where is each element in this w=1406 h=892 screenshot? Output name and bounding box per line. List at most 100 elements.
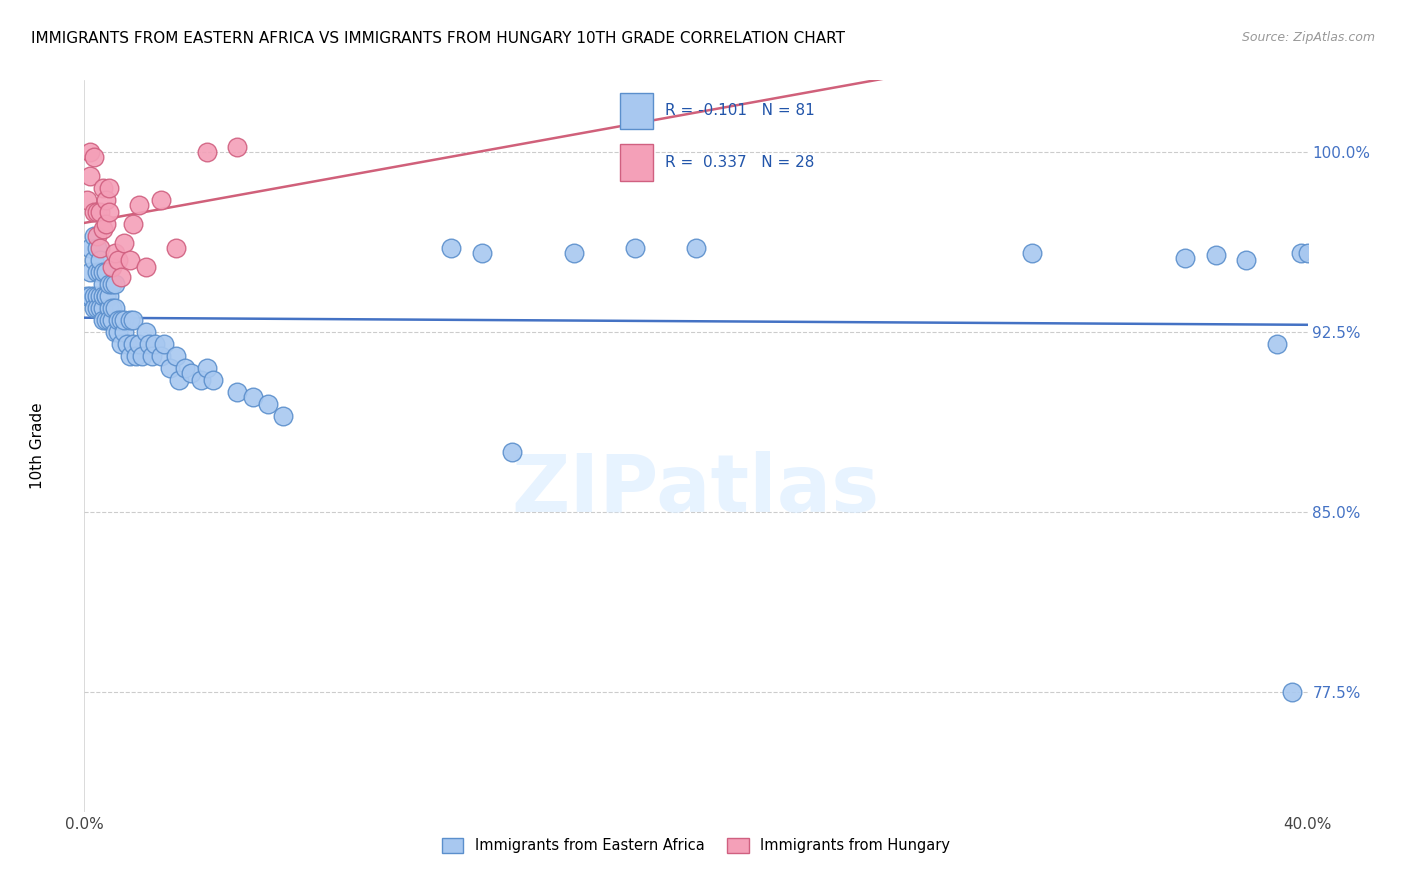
Point xyxy=(112,325,135,339)
Point xyxy=(86,229,108,244)
Point xyxy=(110,337,132,351)
Text: 10th Grade: 10th Grade xyxy=(31,402,45,490)
Point xyxy=(135,325,157,339)
Point xyxy=(122,337,145,351)
Point xyxy=(165,349,187,363)
Point xyxy=(1021,246,1043,260)
Point xyxy=(115,337,138,351)
Point xyxy=(89,241,111,255)
Point xyxy=(1265,337,1288,351)
Point xyxy=(685,241,707,255)
Point xyxy=(83,301,105,315)
Point xyxy=(1236,253,1258,268)
Point xyxy=(91,301,114,315)
Point xyxy=(91,313,114,327)
Text: R =  0.337   N = 28: R = 0.337 N = 28 xyxy=(665,155,814,170)
Point xyxy=(120,349,142,363)
Point xyxy=(149,349,172,363)
Point xyxy=(91,181,114,195)
Point xyxy=(91,265,114,279)
Text: ZIPatlas: ZIPatlas xyxy=(512,450,880,529)
Point xyxy=(110,313,132,327)
Point xyxy=(86,205,108,219)
Point xyxy=(195,361,218,376)
Point xyxy=(190,373,212,387)
Point xyxy=(83,150,105,164)
Point xyxy=(97,181,120,195)
Point xyxy=(89,289,111,303)
Point xyxy=(86,301,108,315)
Point xyxy=(107,313,129,327)
Point xyxy=(110,269,132,284)
Point xyxy=(91,222,114,236)
Point xyxy=(120,253,142,268)
Text: R = -0.101   N = 81: R = -0.101 N = 81 xyxy=(665,103,814,119)
Point xyxy=(1174,251,1197,265)
Point xyxy=(94,193,117,207)
FancyBboxPatch shape xyxy=(620,145,652,180)
Point xyxy=(104,277,127,292)
FancyBboxPatch shape xyxy=(620,93,652,128)
Point xyxy=(76,289,98,303)
Point xyxy=(624,241,647,255)
Point xyxy=(1281,685,1303,699)
Point xyxy=(1291,246,1313,260)
Point xyxy=(89,253,111,268)
Point xyxy=(86,265,108,279)
Point xyxy=(226,140,249,154)
Point xyxy=(201,373,224,387)
Point xyxy=(83,253,105,268)
Point xyxy=(97,301,120,315)
Point xyxy=(122,313,145,327)
Point xyxy=(94,265,117,279)
Point xyxy=(101,313,124,327)
Point xyxy=(86,289,108,303)
Point xyxy=(101,301,124,315)
Point xyxy=(91,289,114,303)
Point xyxy=(83,205,105,219)
Point xyxy=(174,361,197,376)
Point xyxy=(94,289,117,303)
Point xyxy=(89,205,111,219)
Point xyxy=(141,349,163,363)
Point xyxy=(97,289,120,303)
Point xyxy=(502,445,524,459)
Point xyxy=(76,193,98,207)
Point xyxy=(94,313,117,327)
Point xyxy=(94,289,117,303)
Point xyxy=(112,313,135,327)
Point xyxy=(1205,248,1227,262)
Point xyxy=(107,325,129,339)
Point xyxy=(257,397,280,411)
Point xyxy=(97,313,120,327)
Point xyxy=(107,253,129,268)
Point xyxy=(122,217,145,231)
Legend: Immigrants from Eastern Africa, Immigrants from Hungary: Immigrants from Eastern Africa, Immigran… xyxy=(436,832,956,859)
Point xyxy=(79,241,101,255)
Point xyxy=(271,409,294,423)
Point xyxy=(104,301,127,315)
Point xyxy=(112,236,135,251)
Point xyxy=(149,193,172,207)
Point xyxy=(79,169,101,184)
Point xyxy=(97,277,120,292)
Point xyxy=(1296,246,1319,260)
Point xyxy=(159,361,181,376)
Point xyxy=(101,277,124,292)
Point xyxy=(120,313,142,327)
Point xyxy=(195,145,218,160)
Point xyxy=(471,246,494,260)
Point xyxy=(104,325,127,339)
Point xyxy=(226,385,249,400)
Point xyxy=(79,265,101,279)
Point xyxy=(131,349,153,363)
Point xyxy=(97,205,120,219)
Point xyxy=(562,246,585,260)
Point xyxy=(91,277,114,292)
Point xyxy=(79,289,101,303)
Point xyxy=(79,145,101,160)
Point xyxy=(89,301,111,315)
Text: IMMIGRANTS FROM EASTERN AFRICA VS IMMIGRANTS FROM HUNGARY 10TH GRADE CORRELATION: IMMIGRANTS FROM EASTERN AFRICA VS IMMIGR… xyxy=(31,31,845,46)
Point xyxy=(180,366,202,380)
Point xyxy=(165,241,187,255)
